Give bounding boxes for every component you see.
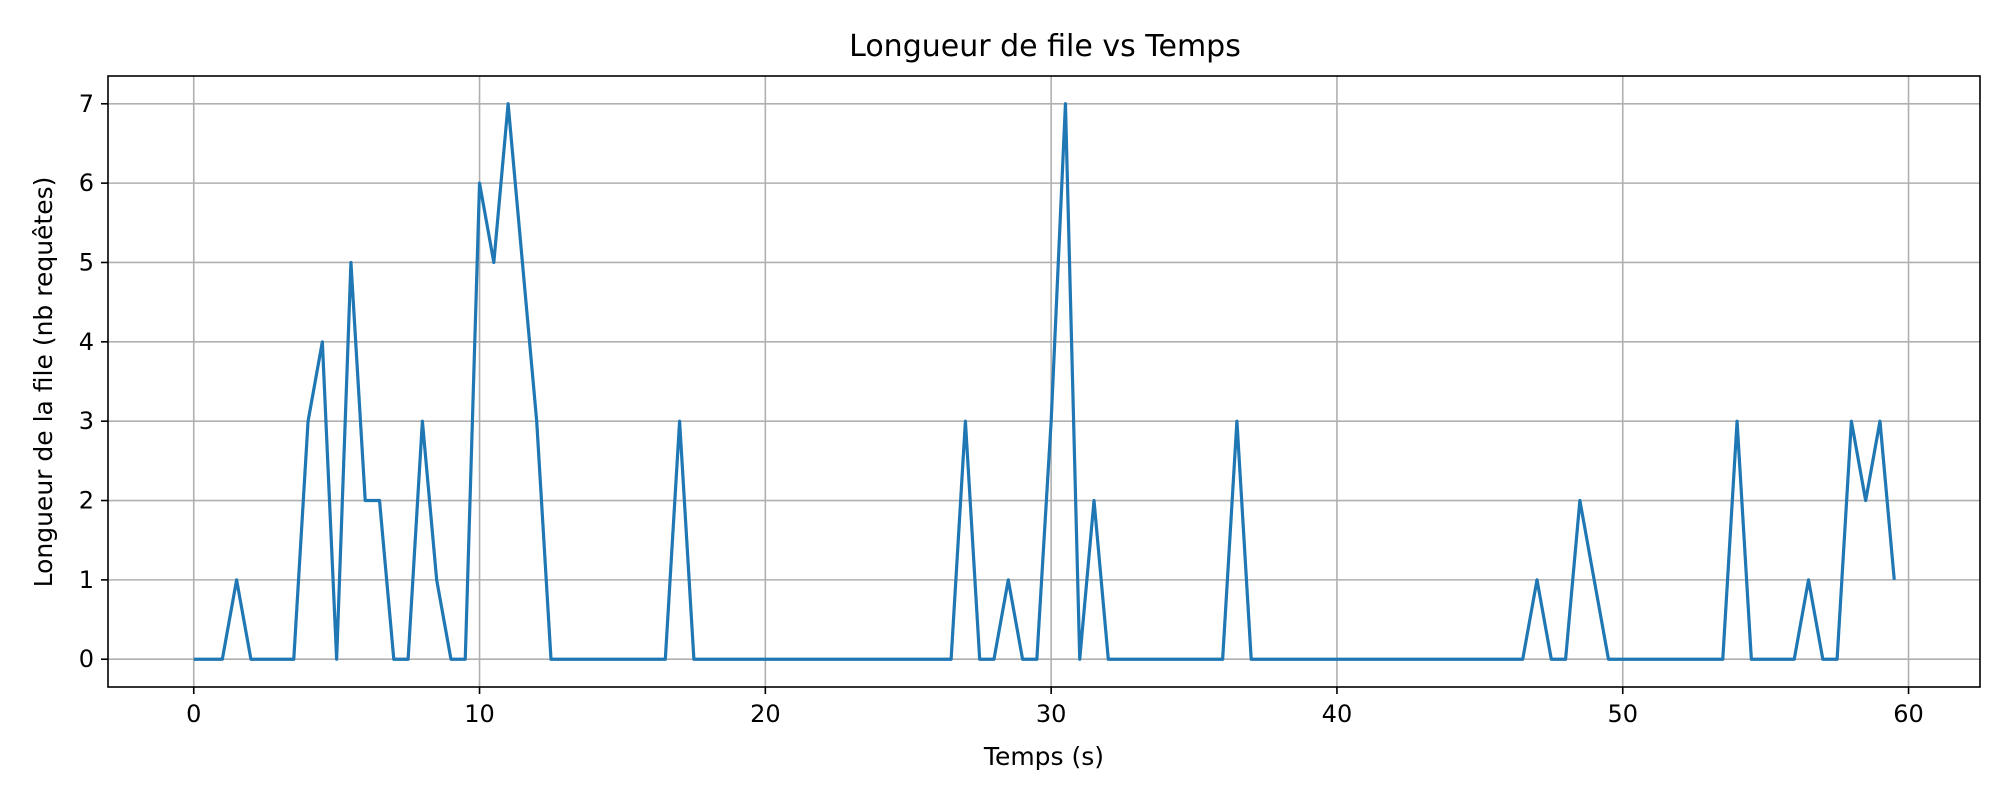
y-tick-label: 2 — [79, 487, 94, 515]
y-tick-label: 4 — [79, 328, 94, 356]
series-line-0 — [193, 102, 1896, 661]
x-tick-label: 50 — [1607, 700, 1638, 728]
y-tick-label: 5 — [79, 248, 94, 276]
y-tick-label: 0 — [79, 645, 94, 673]
chart-title: Longueur de file vs Temps — [849, 29, 1241, 64]
y-axis-ticks: 0 1 2 3 4 5 6 7 — [79, 90, 108, 673]
y-tick-label: 7 — [79, 90, 94, 118]
x-axis-label: Temps (s) — [983, 742, 1104, 771]
x-tick-label: 0 — [186, 700, 201, 728]
x-tick-label: 20 — [750, 700, 781, 728]
x-tick-label: 60 — [1893, 700, 1924, 728]
x-tick-label: 30 — [1036, 700, 1067, 728]
x-axis-ticks: 0 10 20 30 40 50 60 — [186, 687, 1924, 728]
x-tick-label: 10 — [464, 700, 495, 728]
x-tick-label: 40 — [1322, 700, 1353, 728]
series-layer — [193, 102, 1896, 661]
y-axis-label: Longueur de la file (nb requêtes) — [29, 177, 58, 588]
plot-frame — [107, 75, 1981, 688]
y-tick-label: 6 — [79, 169, 94, 197]
y-tick-label: 3 — [79, 407, 94, 435]
y-tick-label: 1 — [79, 566, 94, 594]
grid — [108, 76, 1980, 687]
